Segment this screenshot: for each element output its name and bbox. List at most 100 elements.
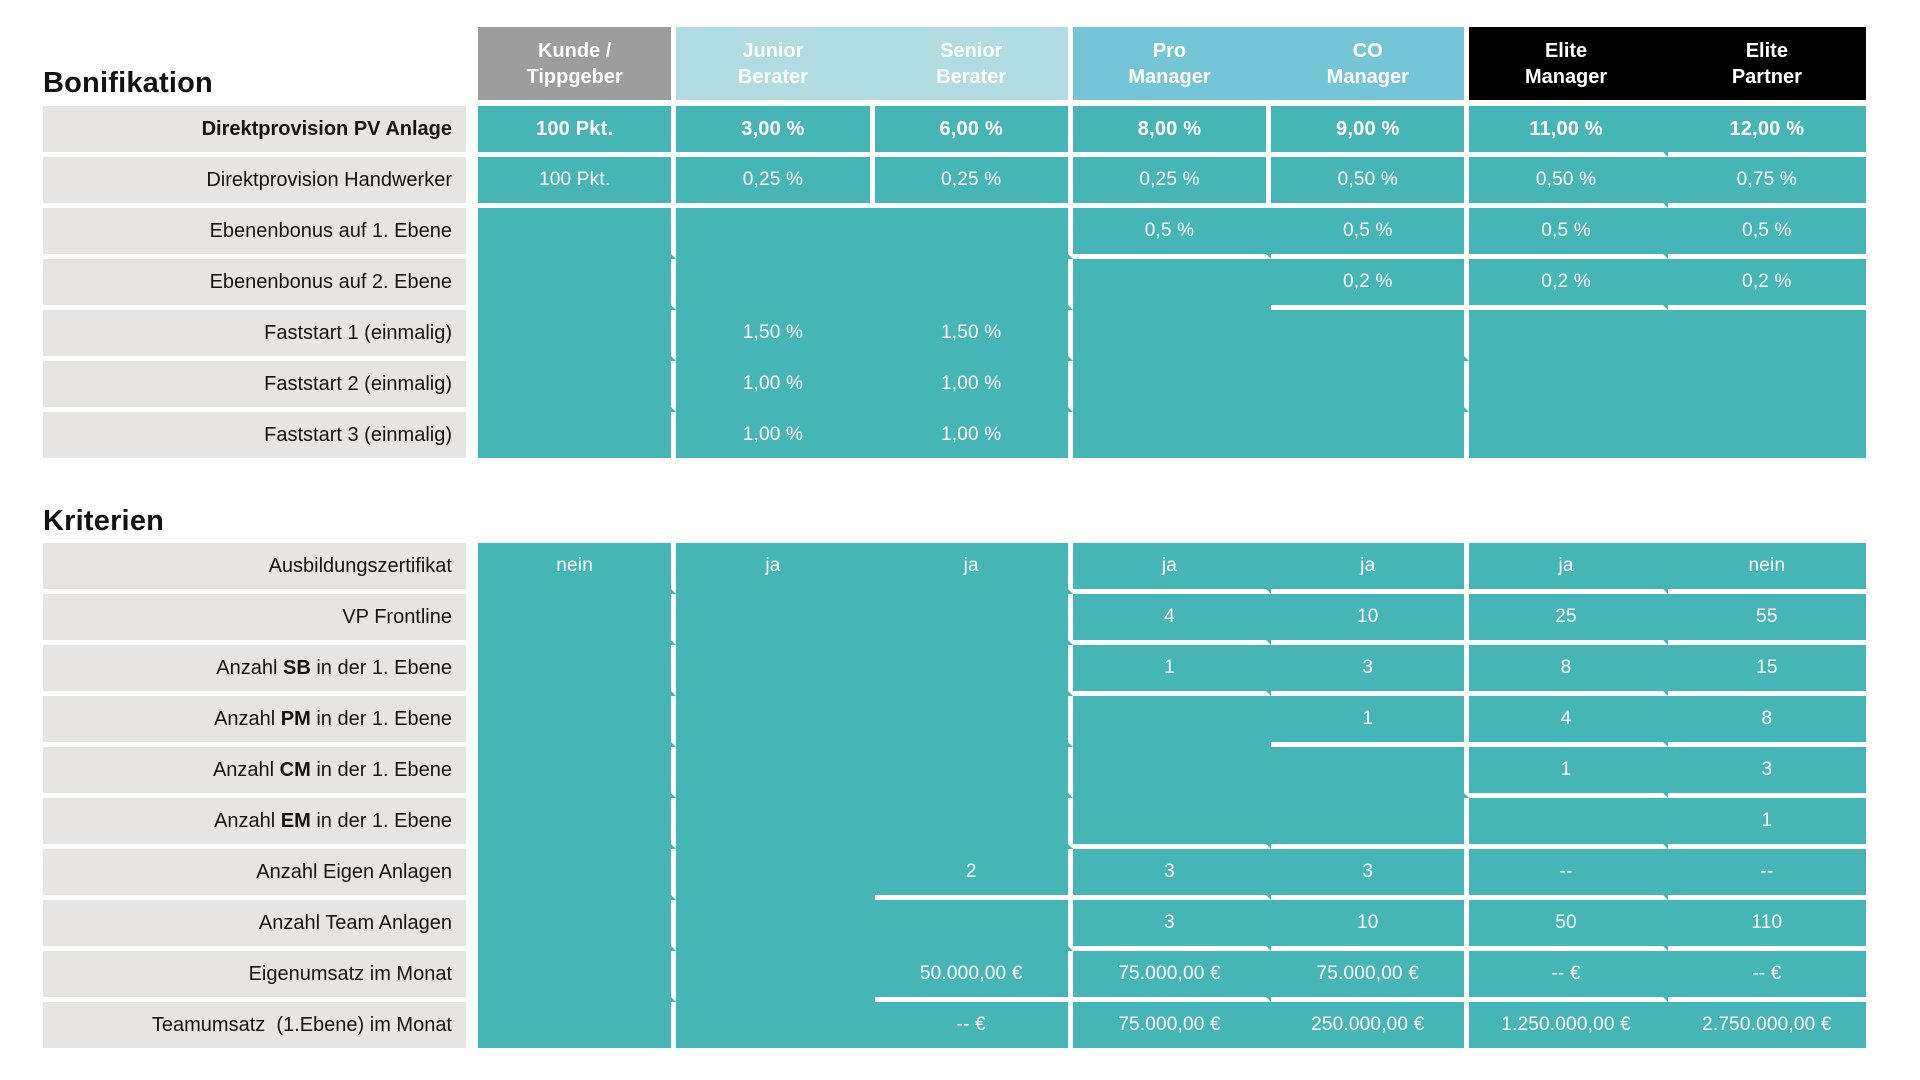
value-cell bbox=[1072, 798, 1272, 849]
column-header-elite-manager: Elite Manager bbox=[1469, 27, 1668, 100]
value-cell: 75.000,00 € bbox=[1072, 1002, 1272, 1048]
value-cell: 55 bbox=[1667, 594, 1866, 645]
value-cell bbox=[478, 696, 677, 747]
value-cell bbox=[676, 1002, 875, 1048]
value-cell bbox=[478, 849, 677, 900]
row-label: Eigenumsatz im Monat bbox=[43, 951, 466, 1002]
value-cell: 0,5 % bbox=[1271, 208, 1470, 259]
value-cell: 4 bbox=[1072, 594, 1272, 645]
value-cell bbox=[478, 747, 677, 798]
value-cell bbox=[478, 1002, 677, 1048]
value-cell: 0,2 % bbox=[1469, 259, 1668, 310]
row-label-text: Ausbildungszertifikat bbox=[268, 554, 452, 577]
value-cell: 0,5 % bbox=[1469, 208, 1668, 259]
row-label: Faststart 1 (einmalig) bbox=[43, 310, 466, 361]
value-cell: 6,00 % bbox=[874, 106, 1073, 157]
value-cell bbox=[874, 594, 1073, 645]
value-cell bbox=[676, 951, 875, 1002]
value-cell bbox=[1271, 798, 1470, 849]
column-gap bbox=[466, 361, 478, 412]
column-header-line: Tippgeber bbox=[526, 65, 623, 88]
column-header-co-manager: CO Manager bbox=[1271, 27, 1470, 100]
value-cell: 1,00 % bbox=[874, 412, 1073, 458]
row-label-text: Direktprovision PV Anlage bbox=[201, 117, 452, 140]
row-label: Anzahl Eigen Anlagen bbox=[43, 849, 466, 900]
value-cell bbox=[676, 900, 875, 951]
row-label-text: VP Frontline bbox=[342, 605, 452, 628]
column-gap bbox=[466, 900, 478, 951]
column-gap bbox=[466, 310, 478, 361]
value-cell bbox=[1072, 259, 1272, 310]
column-header-line: Elite bbox=[1544, 39, 1588, 62]
value-cell: 8 bbox=[1469, 645, 1668, 696]
value-cell bbox=[478, 798, 677, 849]
value-cell: -- € bbox=[1667, 951, 1866, 1002]
kriterien-table: Ausbildungszertifikat nein ja ja ja ja ja nein V… bbox=[43, 543, 1866, 1048]
value-cell: 1,00 % bbox=[676, 361, 875, 412]
value-cell: -- € bbox=[1469, 951, 1668, 1002]
column-gap bbox=[466, 849, 478, 900]
value-cell bbox=[1469, 798, 1668, 849]
column-header-line: Senior bbox=[940, 39, 1003, 62]
row-label-text: Ebenenbonus auf 2. Ebene bbox=[209, 270, 452, 293]
row-label-text: Faststart 1 (einmalig) bbox=[264, 321, 452, 344]
value-cell: 1.250.000,00 € bbox=[1469, 1002, 1668, 1048]
row-label-text: Anzahl Eigen Anlagen bbox=[256, 860, 452, 883]
value-cell: 1,50 % bbox=[874, 310, 1073, 361]
column-gap bbox=[466, 543, 478, 594]
value-cell: nein bbox=[478, 543, 677, 594]
value-cell: ja bbox=[874, 543, 1073, 594]
page: Bonifikation Kunde / Tippgeber Junior Berat… bbox=[43, 27, 1866, 1048]
column-header-line: CO bbox=[1352, 39, 1383, 62]
value-cell: ja bbox=[1271, 543, 1470, 594]
value-cell: 4 bbox=[1469, 696, 1668, 747]
row-label: VP Frontline bbox=[43, 594, 466, 645]
value-cell bbox=[478, 361, 677, 412]
value-cell bbox=[1667, 310, 1866, 361]
value-cell bbox=[478, 208, 677, 259]
value-cell: 25 bbox=[1469, 594, 1668, 645]
value-cell bbox=[1271, 361, 1470, 412]
column-gap bbox=[466, 157, 478, 208]
value-cell: 1,00 % bbox=[676, 412, 875, 458]
row-label-text: Faststart 2 (einmalig) bbox=[264, 372, 452, 395]
value-cell bbox=[1072, 310, 1272, 361]
row-label: Anzahl EM in der 1. Ebene bbox=[43, 798, 466, 849]
value-cell: 1 bbox=[1072, 645, 1272, 696]
column-gap bbox=[466, 1002, 478, 1048]
value-cell bbox=[1667, 361, 1866, 412]
column-gap bbox=[466, 798, 478, 849]
row-label-text: PM bbox=[280, 707, 311, 730]
value-cell: 0,5 % bbox=[1667, 208, 1866, 259]
value-cell: 3 bbox=[1072, 849, 1272, 900]
row-label: Anzahl PM in der 1. Ebene bbox=[43, 696, 466, 747]
value-cell: 100 Pkt. bbox=[478, 106, 677, 157]
row-label-text: Anzahl bbox=[214, 809, 281, 832]
value-cell: 3 bbox=[1271, 849, 1470, 900]
column-gap bbox=[466, 951, 478, 1002]
value-cell: 0,2 % bbox=[1271, 259, 1470, 310]
row-label: Ausbildungszertifikat bbox=[43, 543, 466, 594]
value-cell: 3 bbox=[1667, 747, 1866, 798]
kriterien-section-title: Kriterien bbox=[43, 505, 165, 537]
value-cell: 110 bbox=[1667, 900, 1866, 951]
value-cell: 250.000,00 € bbox=[1271, 1002, 1470, 1048]
column-gap bbox=[466, 106, 478, 157]
bonifikation-header-row: Bonifikation Kunde / Tippgeber Junior Berat… bbox=[43, 27, 1866, 100]
column-gap bbox=[466, 696, 478, 747]
column-header-line: Kunde / bbox=[537, 39, 612, 62]
column-header-kunde-tippgeber: Kunde / Tippgeber bbox=[478, 27, 677, 100]
row-label: Teamumsatz (1.Ebene) im Monat bbox=[43, 1002, 466, 1048]
value-cell: 15 bbox=[1667, 645, 1866, 696]
value-cell: 75.000,00 € bbox=[1271, 951, 1470, 1002]
value-cell: 3 bbox=[1271, 645, 1470, 696]
value-cell: 0,2 % bbox=[1667, 259, 1866, 310]
row-label-text: EM bbox=[280, 809, 311, 832]
value-cell: 2 bbox=[874, 849, 1073, 900]
row-label-text: Faststart 3 (einmalig) bbox=[264, 423, 452, 446]
column-gap bbox=[466, 27, 478, 100]
value-cell bbox=[1072, 747, 1272, 798]
value-cell bbox=[676, 208, 875, 259]
value-cell bbox=[676, 747, 875, 798]
value-cell bbox=[1072, 412, 1272, 458]
